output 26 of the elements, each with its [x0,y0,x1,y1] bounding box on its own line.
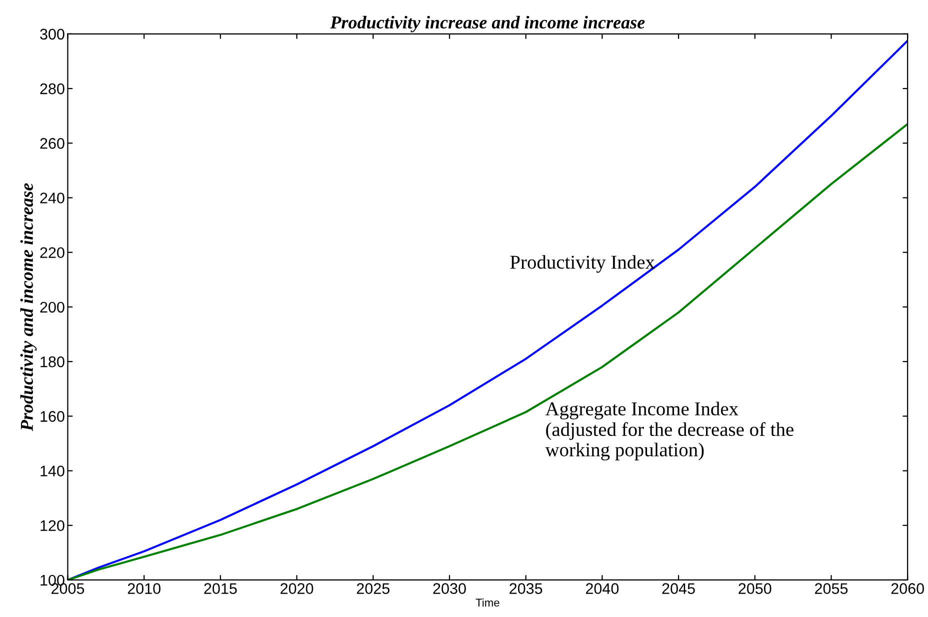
x-tick-label: 2020 [280,583,314,594]
x-tick-label: 2055 [815,583,848,594]
series-label: Productivity Index [510,255,655,273]
x-tick-label: 2015 [204,583,237,594]
x-tick-label: 2030 [433,583,466,594]
y-tick-label: 260 [40,138,64,149]
y-tick-label: 180 [40,356,64,368]
y-tick-label: 280 [40,83,64,94]
x-tick-label: 2010 [128,583,160,594]
series-label: Aggregate Income Index (adjusted for the decrease of the working population) [545,402,794,460]
y-tick-label: 140 [40,466,64,476]
y-tick-label: 300 [40,28,64,40]
x-tick-label: 2050 [738,583,772,594]
x-tick-label: 2060 [891,583,924,594]
y-tick-label: 240 [40,192,64,204]
y-tick-label: 200 [40,302,64,313]
y-tick-label: 220 [40,247,64,258]
x-tick-label: 2035 [510,583,542,594]
x-axis-title: Time [476,598,500,607]
y-tick-label: 160 [40,411,64,422]
x-tick-label: 2045 [662,583,695,594]
chart-title: Productivity increase and income increase [330,16,645,32]
y-tick-label: 120 [40,520,64,532]
y-axis-title: Productivity and income increase [20,183,37,432]
x-tick-label: 2025 [356,583,390,594]
x-tick-label: 2040 [586,583,619,594]
